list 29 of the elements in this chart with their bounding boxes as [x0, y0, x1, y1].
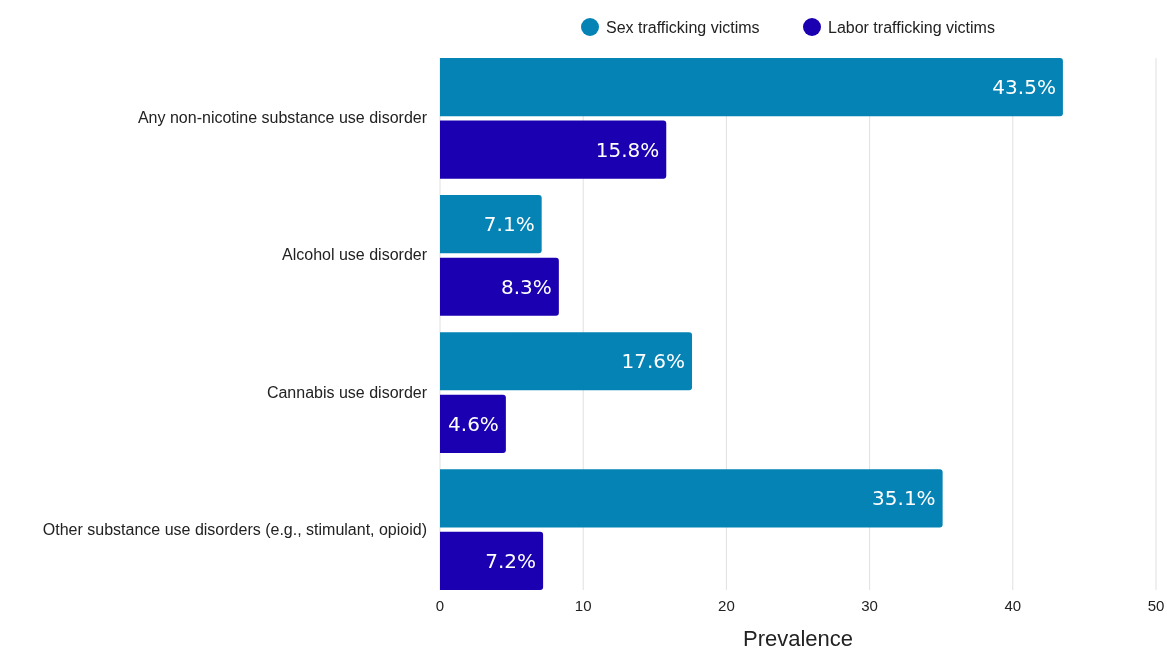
legend-label: Labor trafficking victims [828, 19, 995, 36]
data-label: 43.5% [992, 75, 1056, 100]
x-tick-label: 40 [1004, 597, 1022, 614]
data-label: 15.8% [595, 137, 660, 162]
data-label: 7.2% [485, 548, 537, 573]
legend-label: Sex trafficking victims [606, 19, 760, 36]
bar [440, 195, 542, 254]
x-axis-title: Prevalence [742, 626, 854, 648]
x-tick-label: 0 [435, 597, 445, 614]
y-tick-label: Alcohol use disorder [282, 246, 428, 264]
x-tick-label: 30 [861, 597, 878, 614]
data-label: 8.3% [501, 274, 552, 299]
y-tick-label: Any non-nicotine substance use disorder [137, 109, 428, 127]
y-tick-label: Other substance use disorders (e.g., stimulant, opioid) [42, 520, 427, 538]
x-tick-label: 10 [574, 597, 592, 614]
bar [440, 58, 1063, 117]
data-label: 35.1% [872, 486, 936, 511]
bar [440, 531, 544, 590]
data-label: 7.1% [483, 212, 535, 237]
bar [440, 120, 667, 179]
x-tick-label: 20 [718, 597, 735, 614]
bar [440, 394, 506, 453]
bar [440, 332, 693, 391]
data-label: 17.6% [621, 349, 686, 374]
bar [440, 257, 559, 316]
y-tick-label: Cannabis use disorder [266, 383, 428, 401]
data-label: 4.6% [448, 411, 499, 436]
x-tick-label: 50 [1147, 597, 1165, 614]
bar [440, 469, 943, 528]
